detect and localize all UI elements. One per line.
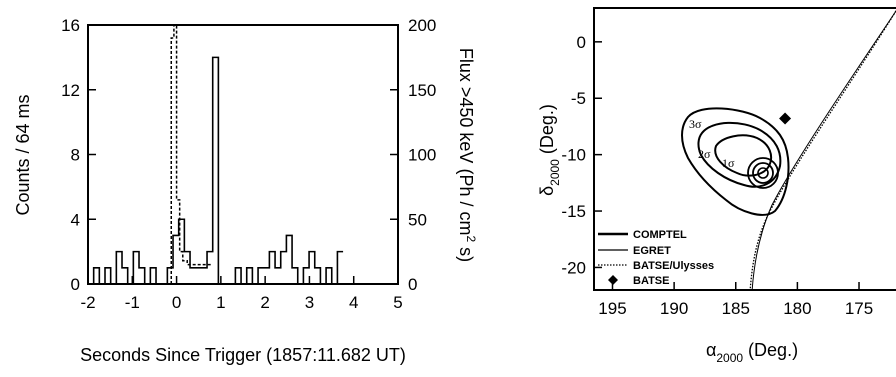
right-x-tick-label: 180 (783, 299, 811, 318)
left-y-tick-label: 8 (71, 146, 80, 165)
counts-histogram (88, 56, 344, 285)
left-y2-tick-label: 150 (408, 81, 436, 100)
right-plot-frame (593, 7, 896, 291)
left-y-tick-label: 12 (61, 81, 80, 100)
legend-label-comptel: COMPTEL (633, 229, 687, 241)
left-x-tick-label: -2 (80, 293, 95, 312)
contour-label-3sigma: 3σ (689, 117, 702, 131)
sky-map-panel: 3σ 2σ 1σ COMPTEL EGRET BATSE/Ulysses BAT… (537, 7, 896, 365)
left-x-tick-label: 3 (305, 293, 314, 312)
left-y-axis-label: Counts / 64 ms (13, 94, 33, 215)
contour-label-2sigma: 2σ (698, 147, 711, 161)
left-y-tick-label: 0 (71, 275, 80, 294)
legend: COMPTEL EGRET BATSE/Ulysses BATSE (598, 229, 714, 287)
left-x-tick-label: -1 (125, 293, 140, 312)
left-y-tick-label: 16 (61, 16, 80, 35)
egret-circle-inner (757, 167, 769, 179)
contour-3-sigma (681, 107, 790, 216)
egret-curve (751, 10, 896, 290)
left-x-axis-label: Seconds Since Trigger (1857:11.682 UT) (80, 345, 406, 365)
contour-2-sigma (697, 121, 782, 188)
left-x-tick-label: 4 (349, 293, 358, 312)
contour-label-1sigma: 1σ (722, 156, 735, 170)
right-y-tick-label: 0 (577, 33, 586, 52)
left-x-tick-label: 0 (172, 293, 181, 312)
egret-circle-outer (747, 157, 779, 189)
legend-label-egret: EGRET (633, 245, 671, 257)
egret-circle-middle (752, 162, 774, 184)
right-x-tick-label: 195 (598, 299, 626, 318)
left-y-tick-label: 4 (71, 210, 80, 229)
batse-diamond (779, 112, 792, 125)
right-y-tick-label: -15 (561, 202, 586, 221)
sky-map-content (681, 9, 896, 290)
right-y-axis-label: Flux >450 keV (Ph / cm2 s) (456, 48, 478, 262)
ulysses-annulus-dotted (749, 9, 896, 290)
legend-label-ulysses: BATSE/Ulysses (633, 260, 714, 272)
left-plot-frame (87, 24, 399, 285)
right-y-tick-label: -20 (561, 258, 586, 277)
right-y-tick-label: -10 (561, 146, 586, 165)
right-x-tick-label: 185 (722, 299, 750, 318)
left-y2-tick-label: 0 (408, 275, 417, 294)
left-x-tick-label: 2 (260, 293, 269, 312)
legend-swatch-batse (608, 275, 618, 285)
right-x-tick-label: 175 (845, 299, 873, 318)
flux-dashed-curve (170, 24, 212, 284)
right-y-tick-label: -5 (571, 89, 586, 108)
right-x-axis-label: α2000 (Deg.) (706, 340, 798, 365)
left-x-tick-label: 1 (216, 293, 225, 312)
left-y2-tick-label: 200 (408, 16, 436, 35)
legend-label-batse: BATSE (633, 275, 669, 287)
right-y-axis-label-sky: δ2000 (Deg.) (537, 104, 562, 196)
batse-point-marker (779, 112, 792, 125)
right-x-tick-label: 190 (660, 299, 688, 318)
left-y2-tick-label: 50 (408, 210, 427, 229)
left-y2-tick-label: 100 (408, 146, 436, 165)
left-x-tick-label: 5 (393, 293, 402, 312)
